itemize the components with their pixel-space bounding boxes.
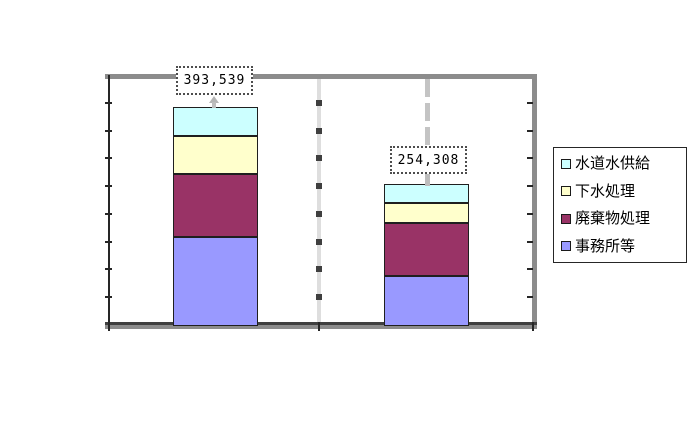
plot-bottom-border xyxy=(105,325,537,329)
divider-dash-mark xyxy=(316,210,322,217)
axis-tick xyxy=(105,268,112,271)
legend-item-jimusho: 事務所等 xyxy=(554,233,686,261)
legend-label: 水道水供給 xyxy=(575,154,651,173)
legend-swatch-cyan xyxy=(561,158,571,169)
axis-tick xyxy=(105,240,112,243)
axis-tick xyxy=(527,212,533,215)
bar-segment-水道水供給-bar2 xyxy=(384,184,469,203)
leader-line-bar1 xyxy=(212,102,216,108)
axis-tick xyxy=(527,157,533,160)
divider-dash-mark xyxy=(316,127,322,134)
axis-tick xyxy=(527,296,533,299)
chart-legend: 水道水供給 下水処理 廃棄物処理 事務所等 xyxy=(553,147,687,263)
plot-right-border xyxy=(532,74,537,328)
divider-dash-mark xyxy=(316,238,322,245)
category-divider-line xyxy=(317,79,321,322)
bar-segment-事務所等-bar2 xyxy=(384,275,469,326)
leader-arrowhead-icon xyxy=(209,96,219,103)
bar-segment-廃棄物処理-bar1 xyxy=(173,174,258,237)
divider-dash-mark xyxy=(316,294,322,301)
axis-tick xyxy=(105,212,112,215)
legend-label: 下水処理 xyxy=(575,181,636,200)
divider-dash-mark xyxy=(316,155,322,162)
legend-swatch-plum xyxy=(561,213,571,224)
axis-tick xyxy=(105,296,112,299)
axis-tick xyxy=(105,185,112,188)
bar-segment-水道水供給-bar1 xyxy=(173,106,258,137)
legend-item-suido: 水道水供給 xyxy=(554,150,686,178)
axis-tick xyxy=(527,129,533,132)
axis-tick xyxy=(527,101,533,104)
legend-swatch-ivory xyxy=(561,186,571,197)
axis-tick xyxy=(527,268,533,271)
category-axis-tick xyxy=(532,322,534,331)
legend-item-haikibutsu: 廃棄物処理 xyxy=(554,205,686,233)
bar-segment-廃棄物処理-bar2 xyxy=(384,222,469,276)
bar-segment-下水処理-bar1 xyxy=(173,136,258,175)
legend-label: 廃棄物処理 xyxy=(575,209,651,228)
data-label-bar1: 393,539 xyxy=(176,66,253,95)
category-axis-line xyxy=(105,322,537,325)
bar-segment-事務所等-bar1 xyxy=(173,236,258,326)
divider-dash-mark xyxy=(316,183,322,190)
divider-dash-mark xyxy=(316,99,322,106)
axis-tick xyxy=(105,129,112,132)
bar-segment-下水処理-bar2 xyxy=(384,202,469,223)
axis-tick xyxy=(105,157,112,160)
leader-line-bar2-lower xyxy=(425,174,430,186)
divider-dash-mark xyxy=(316,266,322,273)
axis-tick xyxy=(527,185,533,188)
plot-top-border xyxy=(105,74,537,79)
legend-item-gesui: 下水処理 xyxy=(554,178,686,206)
legend-swatch-periwinkle xyxy=(561,241,571,252)
data-label-bar2: 254,308 xyxy=(390,146,467,174)
category-axis-tick xyxy=(318,322,320,331)
value-axis-line xyxy=(108,75,110,331)
axis-tick xyxy=(527,240,533,243)
legend-label: 事務所等 xyxy=(575,236,636,255)
data-label-bar2-text: 254,308 xyxy=(397,152,460,168)
axis-tick xyxy=(105,101,112,104)
leader-line-bar2-upper xyxy=(425,79,430,145)
data-label-bar1-text: 393,539 xyxy=(183,73,246,88)
